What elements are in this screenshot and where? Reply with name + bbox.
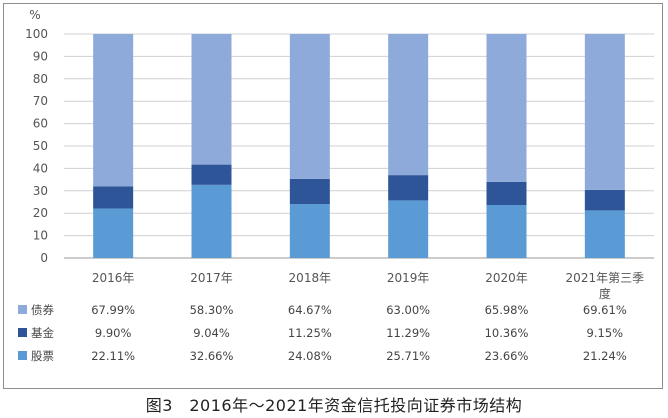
- stacked-bar-chart: % 0 10 20 30 40 50 60 70 80 90 100 2016年 2017年 2018年 20…: [18, 8, 654, 363]
- legend-series-name: 债券: [31, 303, 54, 317]
- data-table-value: 9.90%: [95, 326, 132, 340]
- data-table-value: 11.29%: [386, 326, 430, 340]
- legend-swatch: [18, 328, 27, 337]
- y-tick-label: 100: [25, 27, 48, 41]
- data-table-value: 64.67%: [288, 303, 332, 317]
- bar-segment: [289, 204, 330, 258]
- data-table-value: 58.30%: [190, 303, 234, 317]
- y-tick-label: 10: [33, 229, 48, 243]
- data-table-value: 21.24%: [583, 349, 627, 363]
- y-tick-label: 40: [33, 161, 48, 175]
- bar-segment: [388, 200, 429, 258]
- bar-segment: [289, 178, 330, 205]
- y-tick-label: 0: [40, 251, 48, 265]
- data-table-value: 23.66%: [485, 349, 529, 363]
- x-category-label: 度: [599, 286, 611, 301]
- legend-swatch: [18, 305, 27, 314]
- bar-segment: [388, 34, 429, 176]
- bar-segment: [486, 181, 527, 206]
- legend-series-name: 基金: [31, 326, 54, 340]
- legend-swatch: [18, 351, 27, 360]
- bar-segment: [486, 34, 527, 182]
- x-category-label: 2017年: [190, 271, 233, 285]
- x-category-label: 2021年第三季: [566, 271, 645, 285]
- bar-segment: [93, 208, 134, 258]
- bar-segment: [289, 34, 330, 179]
- data-table-value: 24.08%: [288, 349, 332, 363]
- data-table-value: 25.71%: [386, 349, 430, 363]
- x-category-label: 2018年: [289, 271, 332, 285]
- data-table-value: 11.25%: [288, 326, 332, 340]
- bar-segment: [388, 175, 429, 201]
- bar-segment: [584, 210, 625, 258]
- y-tick-label: 80: [33, 72, 48, 86]
- data-table-value: 9.04%: [193, 326, 230, 340]
- y-unit-label: %: [29, 8, 40, 22]
- data-table-value: 69.61%: [583, 303, 627, 317]
- figure-caption: 图3 2016年～2021年资金信托投向证券市场结构: [145, 396, 523, 415]
- x-category-label: 2020年: [485, 271, 528, 285]
- data-table-value: 67.99%: [91, 303, 135, 317]
- bar-segment: [191, 184, 232, 258]
- bar-segment: [93, 34, 134, 187]
- x-category-label: 2019年: [387, 271, 430, 285]
- y-tick-label: 60: [33, 117, 48, 131]
- y-tick-label: 30: [33, 184, 48, 198]
- y-tick-label: 70: [33, 94, 48, 108]
- y-tick-label: 20: [33, 206, 48, 220]
- chart-frame: % 0 10 20 30 40 50 60 70 80 90 100 2016年 2017年 2018年 20…: [3, 3, 663, 389]
- y-tick-label: 90: [33, 49, 48, 63]
- bar-segment: [191, 164, 232, 185]
- data-table-value: 63.00%: [386, 303, 430, 317]
- data-table-value: 9.15%: [587, 326, 624, 340]
- bar-segment: [191, 34, 232, 165]
- bar-segment: [93, 186, 134, 209]
- y-tick-label: 50: [33, 139, 48, 153]
- data-table-value: 65.98%: [485, 303, 529, 317]
- bar-segment: [486, 205, 527, 258]
- bar-segment: [584, 34, 625, 190]
- x-category-label: 2016年: [92, 271, 135, 285]
- legend-series-name: 股票: [31, 349, 54, 363]
- data-table-value: 22.11%: [91, 349, 135, 363]
- bar-segment: [584, 189, 625, 211]
- data-table-value: 10.36%: [485, 326, 529, 340]
- data-table-value: 32.66%: [190, 349, 234, 363]
